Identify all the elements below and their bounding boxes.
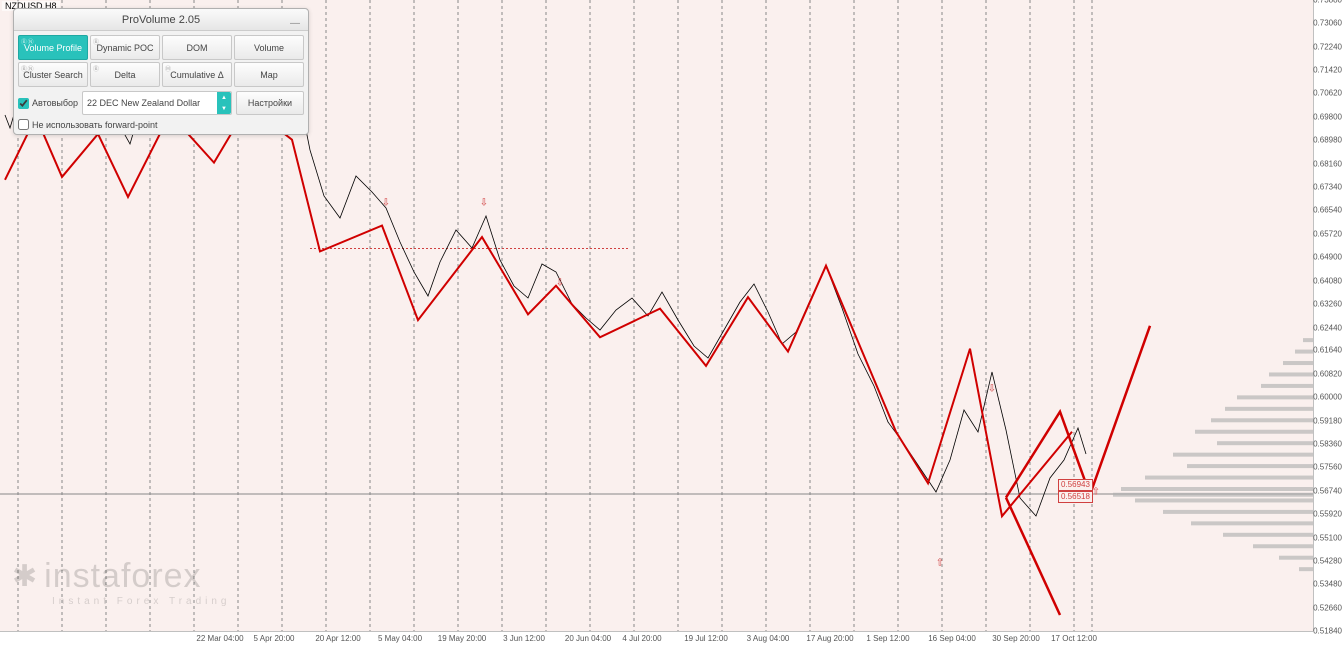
- arrow-down-icon: ⇩: [480, 197, 488, 208]
- autoselect-input[interactable]: [18, 98, 29, 109]
- autoselect-label: Автовыбор: [32, 98, 78, 108]
- panel-titlebar[interactable]: ProVolume 2.05 —: [14, 9, 308, 31]
- zigzag-indicator: [5, 105, 1072, 516]
- y-axis: 0.73880 0.73060 0.72240 0.71420 0.70620 0.698…: [1313, 0, 1344, 631]
- x-tick-label: 19 Jul 12:00: [684, 634, 728, 643]
- panel-button-label: Delta: [114, 70, 135, 80]
- chevron-up-icon[interactable]: ▲: [217, 92, 231, 103]
- y-tick-label: 0.53480: [1313, 580, 1342, 589]
- arrow-down-icon: ⇩: [988, 383, 996, 394]
- watermark-tagline: Instant Forex Trading: [52, 596, 231, 607]
- y-tick-label: 0.67340: [1313, 183, 1342, 192]
- settings-button[interactable]: Настройки: [236, 91, 304, 115]
- x-tick-label: 3 Jun 12:00: [503, 634, 545, 643]
- chart-root: NZDUSD,H8 ⇩⇩⇩⇩⇩⇩⇧⇧ 0.569430.56518 ProVol…: [0, 0, 1344, 649]
- y-tick-label: 0.73880: [1313, 0, 1342, 5]
- panel-title: ProVolume 2.05: [122, 14, 200, 26]
- y-tick-label: 0.73060: [1313, 19, 1342, 28]
- x-tick-label: 3 Aug 04:00: [747, 634, 790, 643]
- forward-point-input[interactable]: [18, 119, 29, 130]
- arrow-down-icon: ⇩: [556, 277, 564, 288]
- x-axis: 22 Mar 04:00 5 Apr 20:00 20 Apr 12:00 5 May…: [0, 631, 1313, 649]
- y-tick-label: 0.57560: [1313, 463, 1342, 472]
- x-tick-label: 20 Jun 04:00: [565, 634, 611, 643]
- forward-point-label: Не использовать forward-point: [32, 120, 158, 130]
- y-tick-label: 0.61640: [1313, 346, 1342, 355]
- x-tick-label: 16 Sep 04:00: [928, 634, 976, 643]
- y-tick-label: 0.58360: [1313, 440, 1342, 449]
- panel-button-label: Cumulative Δ: [170, 70, 224, 80]
- arrow-up-icon: ⇧: [1092, 486, 1100, 497]
- panel-button-label: Dynamic POC: [96, 43, 153, 53]
- instrument-value: 22 DEC New Zealand Dollar: [87, 98, 200, 108]
- forecast-lines: [1006, 326, 1150, 615]
- panel-button[interactable]: Map: [234, 62, 304, 87]
- x-tick-label: 30 Sep 20:00: [992, 634, 1040, 643]
- y-tick-label: 0.64900: [1313, 253, 1342, 262]
- y-tick-label: 0.63260: [1313, 300, 1342, 309]
- y-tick-label: 0.55920: [1313, 510, 1342, 519]
- y-tick-label: 0.71420: [1313, 66, 1342, 75]
- watermark: ✱instaforex Instant Forex Trading: [12, 557, 231, 607]
- y-tick-label: 0.60000: [1313, 393, 1342, 402]
- chart-plot-area[interactable]: NZDUSD,H8 ⇩⇩⇩⇩⇩⇩⇧⇧ 0.569430.56518 ProVol…: [0, 0, 1313, 631]
- y-tick-label: 0.65720: [1313, 229, 1342, 238]
- y-tick-label: 0.72240: [1313, 42, 1342, 51]
- y-tick-label: 0.64080: [1313, 276, 1342, 285]
- arrow-up-icon: ⇧: [936, 558, 944, 569]
- forward-point-checkbox[interactable]: Не использовать forward-point: [18, 119, 158, 130]
- x-tick-label: 1 Sep 12:00: [866, 634, 909, 643]
- panel-body: Ⓑ ⓃVolume ProfileⒷDynamic POC DOM Volume Ⓑ…: [14, 31, 308, 134]
- x-tick-label: 17 Aug 20:00: [806, 634, 853, 643]
- panel-row-1: Ⓑ ⓃVolume ProfileⒷDynamic POC DOM Volume: [18, 35, 304, 60]
- panel-button[interactable]: Ⓑ ⓃCluster Search: [18, 62, 88, 87]
- y-tick-label: 0.56740: [1313, 486, 1342, 495]
- y-tick-label: 0.66540: [1313, 206, 1342, 215]
- y-tick-label: 0.60820: [1313, 369, 1342, 378]
- y-tick-label: 0.59180: [1313, 416, 1342, 425]
- watermark-brand: instaforex: [44, 557, 201, 596]
- panel-button[interactable]: ⒷDynamic POC: [90, 35, 160, 60]
- y-tick-label: 0.68980: [1313, 136, 1342, 145]
- globe-icon: ✱: [12, 559, 38, 594]
- y-tick-label: 0.70620: [1313, 89, 1342, 98]
- y-tick-label: 0.62440: [1313, 323, 1342, 332]
- panel-button-label: Volume: [254, 43, 284, 53]
- y-tick-label: 0.55100: [1313, 533, 1342, 542]
- instrument-combo[interactable]: 22 DEC New Zealand Dollar ▲▼: [82, 91, 232, 115]
- panel-button[interactable]: DOM: [162, 35, 232, 60]
- price-marker: 0.56943: [1058, 479, 1093, 491]
- x-tick-label: 5 May 04:00: [378, 634, 422, 643]
- panel-button[interactable]: ⓂCumulative Δ: [162, 62, 232, 87]
- autoselect-checkbox[interactable]: Автовыбор: [18, 98, 78, 109]
- x-tick-label: 20 Apr 12:00: [315, 634, 360, 643]
- x-tick-label: 19 May 20:00: [438, 634, 486, 643]
- minimize-icon[interactable]: —: [288, 13, 302, 27]
- provolume-panel[interactable]: ProVolume 2.05 — Ⓑ ⓃVolume ProfileⒷDynam…: [13, 8, 309, 135]
- panel-row-2: Ⓑ ⓃCluster SearchⒷDeltaⓂCumulative Δ Map: [18, 62, 304, 87]
- y-tick-label: 0.54280: [1313, 557, 1342, 566]
- y-tick-label: 0.51840: [1313, 627, 1342, 636]
- panel-button-label: DOM: [187, 43, 208, 53]
- x-tick-label: 5 Apr 20:00: [254, 634, 295, 643]
- combo-spinner[interactable]: ▲▼: [217, 92, 231, 114]
- price-marker: 0.56518: [1058, 491, 1093, 503]
- y-tick-label: 0.68160: [1313, 159, 1342, 168]
- panel-button[interactable]: ⒷDelta: [90, 62, 160, 87]
- x-tick-label: 17 Oct 12:00: [1051, 634, 1097, 643]
- y-tick-label: 0.52660: [1313, 603, 1342, 612]
- y-tick-label: 0.69800: [1313, 112, 1342, 121]
- chevron-down-icon[interactable]: ▼: [217, 103, 231, 114]
- arrow-down-icon: ⇩: [382, 197, 390, 208]
- panel-button[interactable]: Ⓑ ⓃVolume Profile: [18, 35, 88, 60]
- x-tick-label: 4 Jul 20:00: [622, 634, 661, 643]
- panel-button[interactable]: Volume: [234, 35, 304, 60]
- x-tick-label: 22 Mar 04:00: [196, 634, 243, 643]
- panel-button-label: Map: [260, 70, 278, 80]
